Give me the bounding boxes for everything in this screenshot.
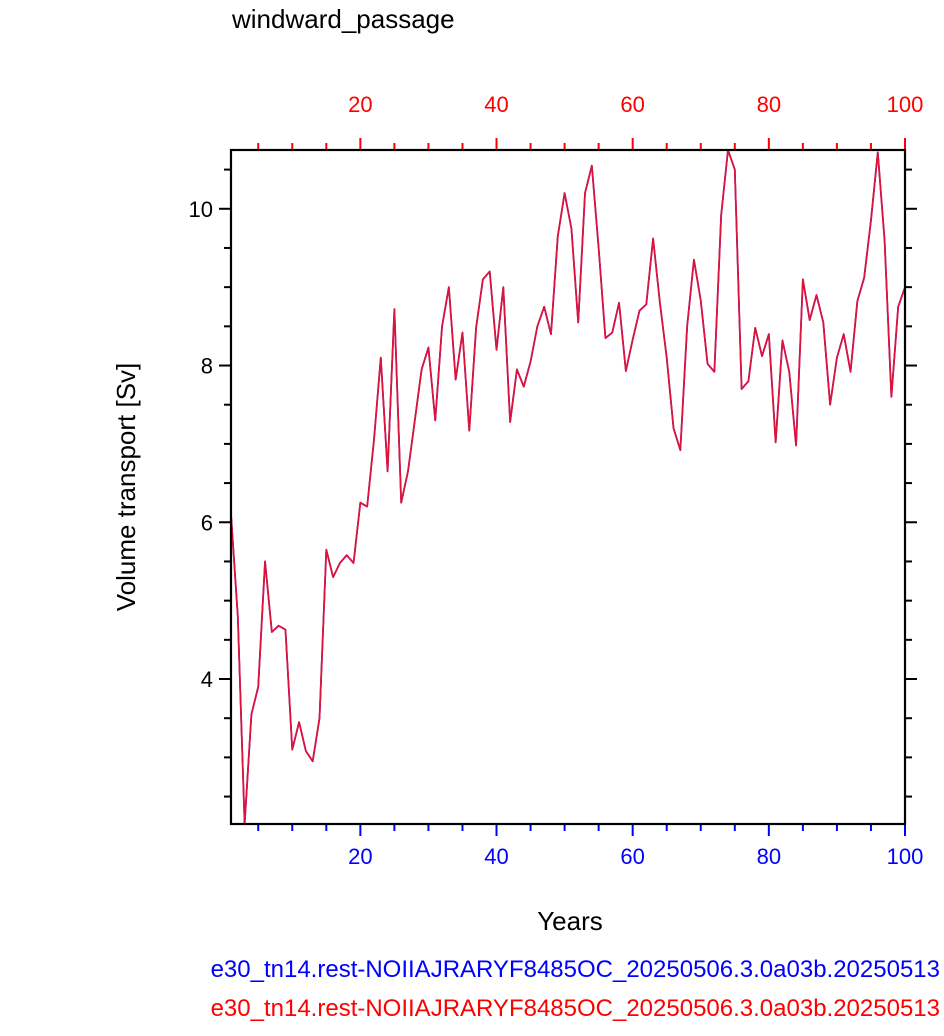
legend-series-b: e30_tn14.rest-NOIIAJRARYF8485OC_20250506… xyxy=(210,995,940,1022)
series-lines xyxy=(230,149,906,825)
series-line-0 xyxy=(230,149,906,825)
plot-frame xyxy=(229,148,907,826)
x-tick-label-bottom-20: 20 xyxy=(348,844,372,869)
x-tick-label-top-40: 40 xyxy=(484,92,508,117)
y-axis-label: Volume transport [Sv] xyxy=(111,363,141,612)
x-tick-label-top-100: 100 xyxy=(887,92,924,117)
x-tick-label-top-20: 20 xyxy=(348,92,372,117)
chart-title: windward_passage xyxy=(231,4,455,34)
x-tick-label-bottom-40: 40 xyxy=(484,844,508,869)
y-tick-label-10: 10 xyxy=(189,197,213,222)
x-tick-label-top-80: 80 xyxy=(757,92,781,117)
legend-series-a: e30_tn14.rest-NOIIAJRARYF8485OC_20250506… xyxy=(210,956,940,983)
x-tick-label-bottom-60: 60 xyxy=(620,844,644,869)
y-tick-label-6: 6 xyxy=(201,510,213,535)
x-tick-label-top-60: 60 xyxy=(620,92,644,117)
y-tick-label-4: 4 xyxy=(201,667,213,692)
axis-ticks xyxy=(219,138,917,836)
x-axis-label: Years xyxy=(537,906,603,936)
x-tick-label-bottom-100: 100 xyxy=(887,844,924,869)
line-chart: windward_passage 20 40 60 80 100 20 40 60 80 100 4… xyxy=(111,4,924,936)
axis-tick-labels: 20 40 60 80 100 20 40 60 80 100 4 6 8 10 xyxy=(189,92,924,869)
series-line-1 xyxy=(230,149,906,825)
y-tick-label-8: 8 xyxy=(201,354,213,379)
x-tick-label-bottom-80: 80 xyxy=(757,844,781,869)
